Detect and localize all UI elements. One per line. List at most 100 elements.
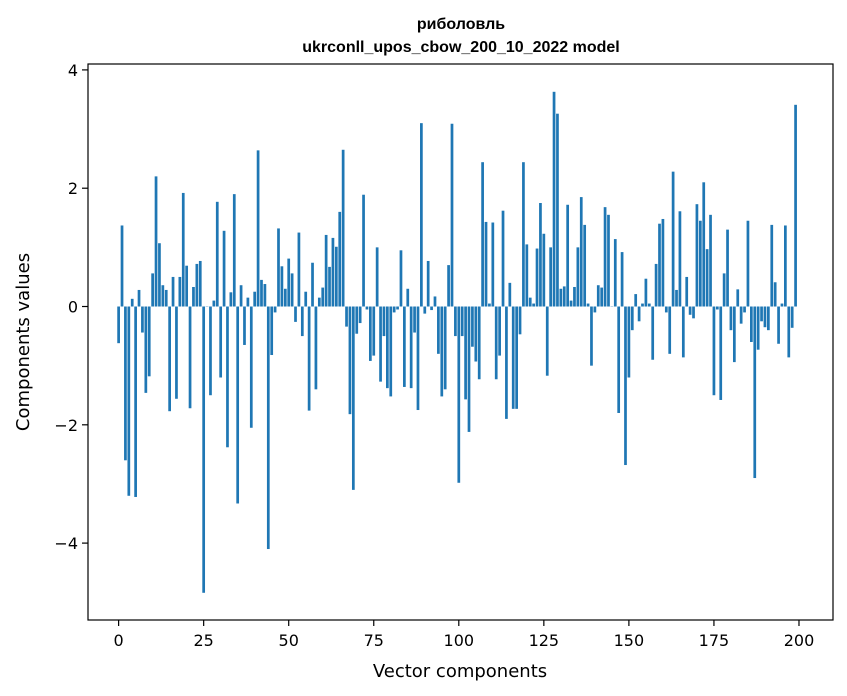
bar — [420, 123, 423, 307]
bar — [743, 306, 746, 313]
bar — [505, 306, 508, 419]
bar — [518, 306, 522, 335]
bar — [290, 273, 294, 307]
bar — [232, 194, 236, 307]
bar — [763, 306, 767, 328]
bar — [178, 276, 182, 307]
bar — [552, 91, 556, 307]
bar — [607, 214, 610, 307]
bar — [297, 232, 301, 307]
y-axis-label: Components values — [13, 253, 34, 431]
bar — [593, 306, 597, 313]
x-axis-label: Vector components — [373, 661, 547, 682]
bar — [212, 300, 216, 307]
bar — [784, 225, 787, 307]
y-tick-label: −4 — [54, 534, 78, 553]
bar — [334, 246, 338, 307]
y-axis-ticks: −4 −2 0 2 4 — [54, 61, 88, 553]
bar — [559, 288, 563, 307]
bar — [722, 273, 726, 307]
bar — [630, 306, 634, 331]
bar — [753, 306, 757, 479]
bar — [681, 306, 685, 358]
bar — [151, 273, 154, 307]
bar — [556, 113, 559, 307]
bar — [345, 306, 348, 327]
bar — [654, 263, 658, 307]
bar — [300, 306, 304, 337]
bar — [491, 222, 495, 307]
bar — [464, 306, 467, 400]
x-tick-label: 100 — [444, 631, 475, 650]
bar — [124, 306, 127, 461]
bar — [709, 214, 712, 307]
x-tick-label: 25 — [193, 631, 213, 650]
bar — [712, 306, 716, 396]
bar — [685, 276, 689, 307]
bar — [678, 211, 682, 307]
bar — [576, 247, 580, 307]
bar — [773, 282, 777, 307]
bar — [525, 244, 529, 307]
bar — [590, 306, 593, 366]
bar — [249, 306, 253, 428]
bar — [569, 300, 573, 307]
chart-title-line2: ukrconll_upos_cbow_200_10_2022 model — [302, 39, 619, 56]
bar — [532, 303, 535, 307]
bar — [229, 292, 233, 307]
bar — [375, 247, 379, 307]
bar — [368, 306, 372, 361]
bar — [474, 306, 478, 362]
bar — [651, 306, 655, 360]
bar — [137, 289, 141, 307]
bar — [460, 306, 464, 337]
bar — [596, 285, 600, 307]
bar — [314, 306, 318, 390]
bar — [586, 303, 590, 307]
bar — [488, 303, 491, 307]
bar — [338, 211, 342, 307]
bar — [260, 279, 263, 307]
bar — [348, 306, 352, 415]
bar — [729, 306, 733, 331]
bar — [450, 123, 454, 307]
bar — [263, 284, 267, 307]
bar — [423, 306, 427, 314]
x-tick-label: 50 — [279, 631, 299, 650]
bar — [127, 306, 131, 496]
bar — [277, 228, 280, 307]
bar — [426, 260, 430, 307]
bar — [767, 306, 770, 331]
bar — [324, 234, 328, 307]
bar — [222, 230, 226, 307]
bar — [304, 291, 308, 307]
bar — [195, 263, 199, 307]
bar — [389, 306, 393, 397]
bar — [695, 204, 699, 307]
bar — [454, 306, 457, 337]
bar — [777, 306, 780, 344]
bar — [351, 306, 355, 490]
bar — [406, 288, 410, 307]
bar — [692, 306, 695, 319]
y-tick-label: 4 — [68, 61, 78, 80]
bar — [147, 306, 151, 377]
bar — [457, 306, 461, 483]
bar — [409, 306, 413, 389]
bar — [579, 197, 583, 307]
bar — [317, 297, 321, 307]
x-tick-label: 200 — [784, 631, 815, 650]
bar — [715, 306, 719, 310]
bar — [270, 306, 274, 356]
x-tick-label: 125 — [529, 631, 560, 650]
bar — [675, 289, 678, 307]
bar — [403, 306, 406, 387]
plot-frame — [87, 63, 834, 621]
bar — [358, 306, 362, 324]
bar — [671, 171, 675, 307]
x-tick-label: 75 — [364, 631, 384, 650]
bar — [372, 306, 376, 356]
bar — [641, 303, 644, 307]
bar — [243, 306, 246, 345]
